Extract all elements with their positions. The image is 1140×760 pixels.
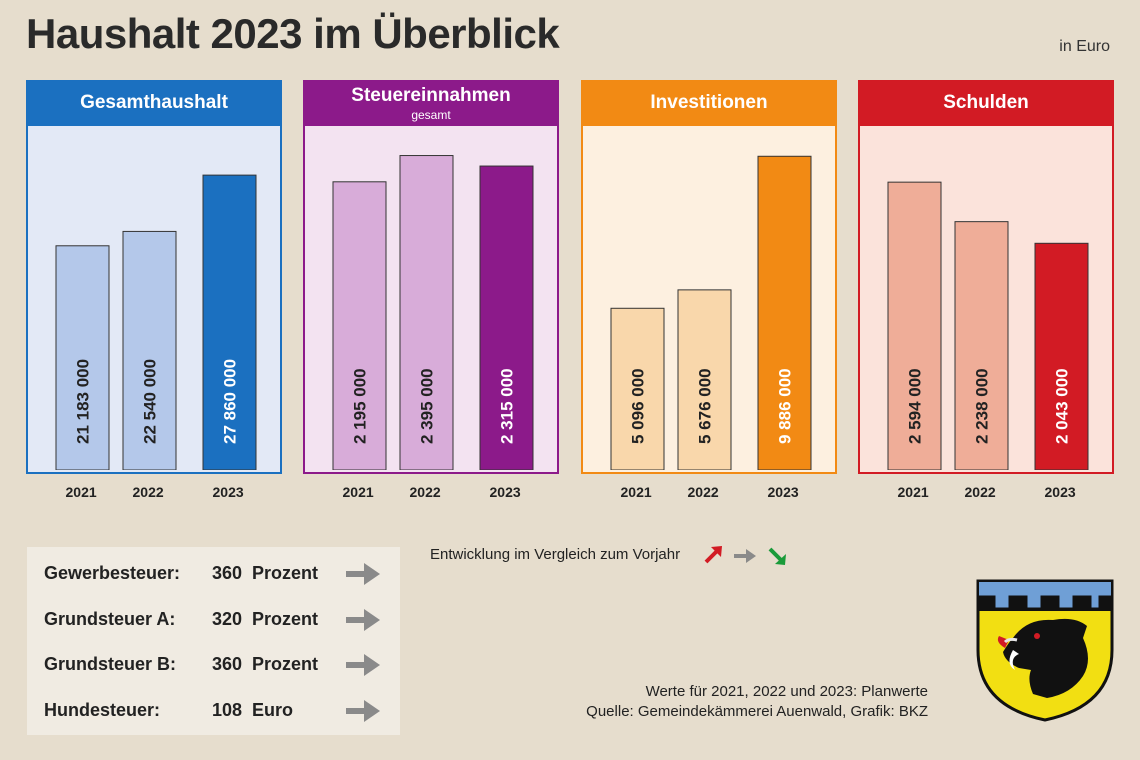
chart-svg: 2 594 000 2 238 000 2 043 000 (887, 181, 1089, 470)
tax-unit: Prozent (252, 563, 319, 583)
x-axis-labels: 2021 2022 2023 (303, 474, 559, 504)
bar-2022 (677, 289, 732, 470)
tax-unit: Prozent (252, 654, 319, 674)
bar-value-label: 2 238 000 (973, 368, 992, 444)
chart-title-text: Gesamthaushalt (80, 92, 228, 113)
bar-2022 (122, 230, 177, 470)
x-axis-labels: 2021 2022 2023 (26, 474, 282, 504)
tax-value: 360 (212, 654, 243, 674)
bar-2022 (954, 221, 1009, 470)
tax-row: Grundsteuer A: 320 Prozent (44, 605, 394, 635)
chart-subtitle: gesamt (411, 107, 451, 122)
bar-value-label: 22 540 000 (141, 359, 160, 444)
tax-label: Hundesteuer: (44, 700, 161, 720)
x-tick-label: 2023 (212, 484, 244, 500)
x-tick-label: 2022 (132, 484, 164, 500)
chart-svg: 2 195 000 2 395 000 2 315 000 (332, 155, 534, 470)
tax-label: Grundsteuer A: (44, 609, 176, 629)
bar-value-label: 5 676 000 (696, 368, 715, 444)
x-axis-labels: 2021 2022 2023 (858, 474, 1114, 504)
bar-2023 (757, 155, 812, 470)
chart-panel-gesamthaushalt: Gesamthaushalt 21 183 000 22 540 000 27 860… (26, 80, 282, 504)
x-tick-label: 2021 (897, 484, 929, 500)
chart-title-text: Schulden (943, 92, 1029, 113)
bar-2021 (55, 245, 110, 470)
coat-of-arms-logo (976, 579, 1114, 722)
x-tick-label: 2021 (65, 484, 97, 500)
trend-same-arrow-icon (346, 563, 380, 585)
chart-panel-steuereinnahmen: Steuereinnahmen gesamt 2 195 000 2 395 000 2… (303, 80, 559, 504)
x-tick-label: 2022 (964, 484, 996, 500)
footnote: Werte für 2021, 2022 und 2023: Planwerte… (586, 682, 928, 722)
chart-title: Schulden (858, 80, 1114, 126)
chart-title: Gesamthaushalt (26, 80, 282, 126)
footnote-source: Quelle: Gemeindekämmerei Auenwald, Grafi… (586, 703, 928, 720)
bar-value-label: 2 315 000 (498, 368, 517, 444)
bar-value-label: 2 043 000 (1053, 368, 1072, 444)
unit-label: in Euro (1059, 38, 1110, 55)
bar-2021 (610, 307, 665, 470)
trend-same-icon (734, 549, 756, 563)
bar-value-label: 9 886 000 (776, 368, 795, 444)
chart-title-text: Steuereinnahmen (351, 84, 511, 106)
x-tick-label: 2023 (489, 484, 521, 500)
trend-same-arrow-icon (346, 700, 380, 722)
trend-same-arrow-icon (346, 654, 380, 676)
chart-plot-area: 2 594 000 2 238 000 2 043 000 (858, 126, 1114, 474)
x-axis-labels: 2021 2022 2023 (581, 474, 837, 504)
chart-svg: 5 096 000 5 676 000 9 886 000 (610, 155, 812, 470)
bar-2023 (479, 165, 534, 470)
tax-value: 108 (212, 700, 243, 720)
chart-panel-investitionen: Investitionen 5 096 000 5 676 000 9 886 000… (581, 80, 837, 504)
bar-value-label: 2 594 000 (906, 368, 925, 444)
chart-plot-area: 2 195 000 2 395 000 2 315 000 (303, 126, 559, 474)
tax-unit: Prozent (252, 609, 319, 629)
tax-label: Gewerbesteuer: (44, 563, 181, 583)
bar-value-label: 2 195 000 (351, 368, 370, 444)
x-tick-label: 2023 (767, 484, 799, 500)
tax-row: Hundesteuer: 108 Euro (44, 696, 394, 726)
footnote-planwerte: Werte für 2021, 2022 und 2023: Planwerte (645, 683, 928, 700)
chart-title: Investitionen (581, 80, 837, 126)
page-title: Haushalt 2023 im Überblick (26, 10, 560, 57)
bar-2021 (332, 181, 387, 470)
tax-row: Gewerbesteuer: 360 Prozent (44, 559, 394, 589)
trend-legend-text: Entwicklung im Vergleich zum Vorjahr (430, 546, 681, 563)
chart-plot-area: 5 096 000 5 676 000 9 886 000 (581, 126, 837, 474)
bar-value-label: 21 183 000 (74, 359, 93, 444)
x-tick-label: 2021 (620, 484, 652, 500)
chart-svg: 21 183 000 22 540 000 27 860 000 (55, 174, 257, 470)
x-tick-label: 2022 (409, 484, 441, 500)
bar-2021 (887, 181, 942, 470)
tax-row: Grundsteuer B: 360 Prozent (44, 650, 394, 680)
bar-2022 (399, 155, 454, 470)
tax-rates-box: Gewerbesteuer: 360 Prozent Grundsteuer A: 32… (27, 547, 400, 735)
chart-panel-schulden: Schulden 2 594 000 2 238 000 2 043 000 2021 2… (858, 80, 1114, 504)
tax-label: Grundsteuer B: (44, 654, 177, 674)
trend-down-icon (768, 547, 786, 565)
chart-plot-area: 21 183 000 22 540 000 27 860 000 (26, 126, 282, 474)
trend-legend-icons (704, 546, 786, 565)
bar-2023 (202, 174, 257, 470)
bar-value-label: 2 395 000 (418, 368, 437, 444)
x-tick-label: 2021 (342, 484, 374, 500)
x-tick-label: 2023 (1044, 484, 1076, 500)
trend-same-arrow-icon (346, 609, 380, 631)
tax-unit: Euro (252, 700, 294, 720)
tax-value: 360 (212, 563, 243, 583)
tax-value: 320 (212, 609, 243, 629)
chart-title-text: Investitionen (650, 92, 768, 113)
bar-value-label: 5 096 000 (629, 368, 648, 444)
bar-value-label: 27 860 000 (221, 359, 240, 444)
trend-up-icon (704, 546, 722, 564)
chart-title: Steuereinnahmen gesamt (303, 80, 559, 126)
bar-2023 (1034, 242, 1089, 470)
x-tick-label: 2022 (687, 484, 719, 500)
